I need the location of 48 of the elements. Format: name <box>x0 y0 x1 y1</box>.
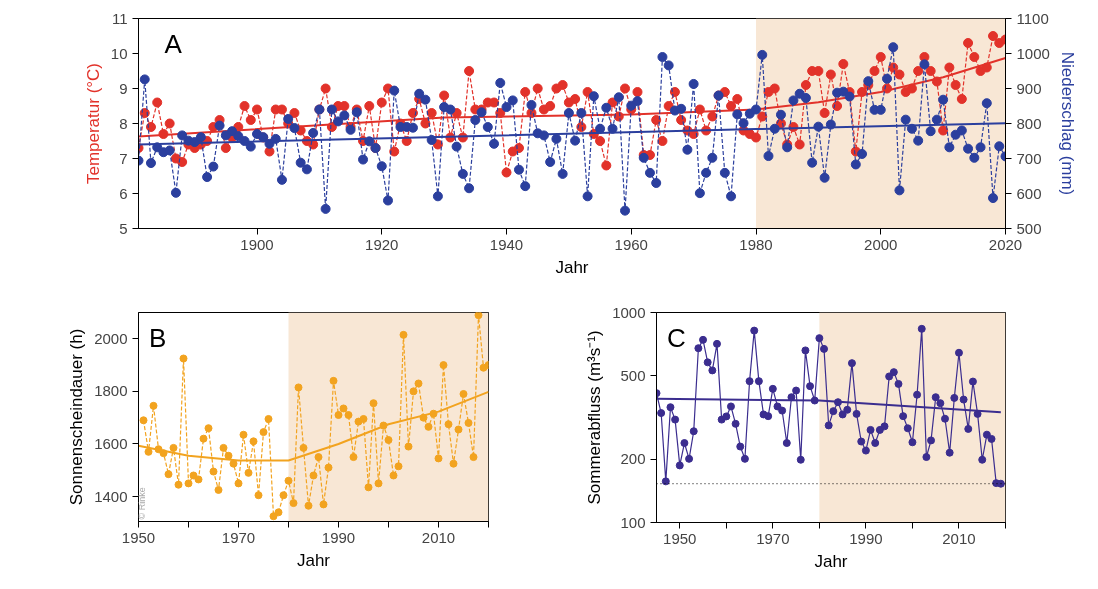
y-tick-label: 7 <box>119 149 128 167</box>
x-tick-label: 1900 <box>240 235 274 253</box>
x-tick-label: 1940 <box>489 235 524 253</box>
y-tick-label: 1800 <box>94 382 128 400</box>
x-tick-label: 1960 <box>614 235 648 253</box>
x-tick-label: 1920 <box>365 235 399 253</box>
x-tick-label: 1950 <box>663 529 697 547</box>
x-tick-label: 1990 <box>849 529 883 547</box>
y2-tick-label: 500 <box>1016 219 1042 237</box>
chart-title: A <box>164 29 183 59</box>
x-tick-label: 1990 <box>321 528 356 546</box>
x-tick-label: 2000 <box>864 235 898 253</box>
y-tick-label: 9 <box>119 79 128 97</box>
chart-title: B <box>149 322 167 353</box>
y-axis-title: Temperatur (°C) <box>83 62 103 185</box>
y2-tick-label: 700 <box>1016 149 1042 167</box>
y-tick-label: 1000 <box>612 303 646 321</box>
y-tick-label: 5 <box>119 219 128 237</box>
y-tick-label: 8 <box>119 114 128 132</box>
y-tick-label: 1600 <box>94 434 128 452</box>
x-tick-label: 2010 <box>942 529 976 547</box>
x-axis-title: Jahr <box>814 551 848 571</box>
x-tick-label: 1970 <box>221 528 256 546</box>
y-tick-label: 2000 <box>94 329 128 347</box>
x-tick-label: 2010 <box>421 528 456 546</box>
chart-title: C <box>666 323 686 353</box>
annotation: © Rinke <box>136 487 147 520</box>
y-tick-label: 6 <box>119 184 128 202</box>
y2-tick-label: 600 <box>1016 184 1042 202</box>
x-axis-title: Jahr <box>555 257 589 277</box>
y-tick-label: 200 <box>620 450 646 468</box>
x-tick-label: 1950 <box>121 528 156 546</box>
x-axis-title: Jahr <box>296 550 331 570</box>
y-tick-label: 1400 <box>94 487 128 505</box>
y2-axis-title: Niederschlag (mm) <box>1057 51 1077 196</box>
y-tick-label: 500 <box>620 366 646 384</box>
x-tick-label: 1970 <box>756 529 790 547</box>
x-tick-label: 1980 <box>739 235 773 253</box>
y-axis-title: Sommerabfluss (m³s⁻¹) <box>585 330 605 505</box>
y-tick-label: 100 <box>620 513 646 531</box>
y-axis-title: Sonnenscheindauer (h) <box>67 328 87 506</box>
y2-tick-label: 1100 <box>1016 9 1049 27</box>
y2-tick-label: 900 <box>1016 79 1042 97</box>
y2-tick-label: 800 <box>1016 114 1042 132</box>
y2-tick-label: 1000 <box>1016 44 1050 62</box>
y-tick-label: 11 <box>111 9 128 27</box>
y-tick-label: 10 <box>110 44 128 62</box>
x-tick-label: 2020 <box>988 235 1023 253</box>
